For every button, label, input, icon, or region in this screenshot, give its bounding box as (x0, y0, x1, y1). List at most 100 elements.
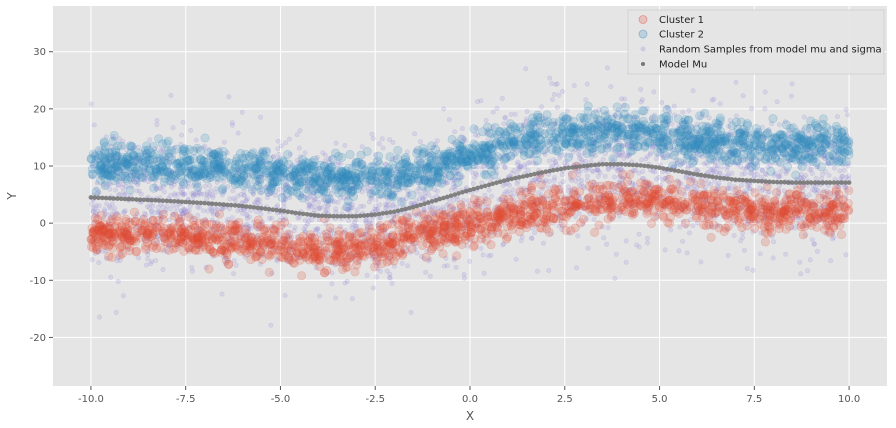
random-sample-point (136, 144, 142, 150)
random-sample-point (453, 264, 459, 270)
random-sample-point (798, 271, 804, 277)
random-sample-point (625, 152, 631, 158)
cluster-2-point (695, 111, 705, 121)
random-sample-point (158, 216, 164, 222)
random-sample-point (106, 181, 112, 187)
random-sample-point (258, 114, 264, 120)
random-sample-point (698, 211, 704, 217)
random-sample-point (459, 151, 465, 157)
random-sample-point (659, 134, 665, 140)
random-sample-point (579, 202, 585, 208)
random-sample-point (633, 167, 639, 173)
random-sample-point (443, 160, 449, 166)
random-sample-point (342, 143, 348, 149)
random-sample-point (510, 187, 516, 193)
random-sample-point (735, 193, 741, 199)
random-sample-point (149, 208, 155, 214)
random-sample-point (364, 272, 370, 278)
random-sample-point (450, 198, 456, 204)
random-sample-point (740, 235, 746, 241)
cluster-2-point (200, 133, 210, 143)
random-sample-point (613, 251, 619, 257)
random-sample-point (423, 269, 429, 275)
random-sample-point (794, 151, 800, 157)
random-sample-point (405, 192, 411, 198)
random-sample-point (370, 285, 376, 291)
random-sample-point (295, 215, 301, 221)
random-sample-point (660, 177, 666, 183)
random-sample-point (329, 228, 335, 234)
random-sample-point (348, 204, 354, 210)
random-sample-point (91, 152, 97, 158)
random-sample-point (384, 268, 390, 274)
random-sample-point (174, 244, 180, 250)
cluster-1-point (96, 210, 106, 220)
random-sample-point (823, 230, 829, 236)
random-sample-point (804, 136, 810, 142)
random-sample-point (834, 212, 840, 218)
random-sample-point (656, 147, 662, 153)
random-sample-point (173, 210, 179, 216)
random-sample-point (132, 179, 138, 185)
random-sample-point (325, 203, 331, 209)
random-sample-point (549, 97, 555, 103)
random-sample-series (88, 65, 852, 328)
random-sample-point (475, 132, 481, 138)
random-sample-point (780, 165, 786, 171)
random-sample-point (246, 251, 252, 257)
random-sample-point (120, 185, 126, 191)
random-sample-point (618, 96, 624, 102)
random-sample-point (568, 206, 574, 212)
random-sample-point (814, 248, 820, 254)
random-sample-point (95, 208, 101, 214)
random-sample-point (783, 251, 789, 257)
random-sample-point (612, 189, 618, 195)
y-tick-label: 20 (33, 104, 46, 115)
cluster-1-point (520, 200, 530, 210)
random-sample-point (639, 175, 645, 181)
random-sample-point (273, 167, 279, 173)
random-sample-point (624, 154, 630, 160)
random-sample-point (633, 242, 639, 248)
random-sample-point (496, 207, 502, 213)
random-sample-point (490, 109, 496, 115)
random-sample-point (442, 161, 448, 167)
cluster-1-point (582, 194, 592, 204)
random-sample-point (622, 96, 628, 102)
random-sample-point (123, 184, 129, 190)
random-sample-point (701, 187, 707, 193)
cluster-1-point (378, 223, 388, 233)
random-sample-point (199, 227, 205, 233)
random-sample-point (453, 146, 459, 152)
random-sample-point (760, 134, 766, 140)
cluster-1-point (576, 218, 586, 228)
random-sample-point (686, 108, 692, 114)
random-sample-point (656, 174, 662, 180)
random-sample-point (551, 177, 557, 183)
random-sample-point (477, 218, 483, 224)
random-sample-point (568, 176, 574, 182)
random-sample-point (575, 176, 581, 182)
random-sample-point (181, 211, 187, 217)
random-sample-point (337, 244, 343, 250)
cluster-1-point (693, 201, 703, 211)
random-sample-point (811, 241, 817, 247)
random-sample-point (359, 144, 365, 150)
random-sample-point (320, 192, 326, 198)
cluster-1-point (529, 210, 539, 220)
random-sample-point (165, 243, 171, 249)
random-sample-point (259, 220, 265, 226)
random-sample-point (525, 167, 531, 173)
cluster-1-point (320, 268, 330, 278)
random-sample-point (120, 293, 126, 299)
random-sample-point (657, 193, 663, 199)
random-sample-point (772, 201, 778, 207)
random-sample-point (175, 191, 181, 197)
cluster-1-point (481, 228, 491, 238)
random-sample-point (616, 121, 622, 127)
random-sample-point (551, 92, 557, 98)
random-sample-point (789, 209, 795, 215)
random-sample-point (192, 192, 198, 198)
random-sample-point (508, 220, 514, 226)
cluster-1-point (685, 202, 695, 212)
